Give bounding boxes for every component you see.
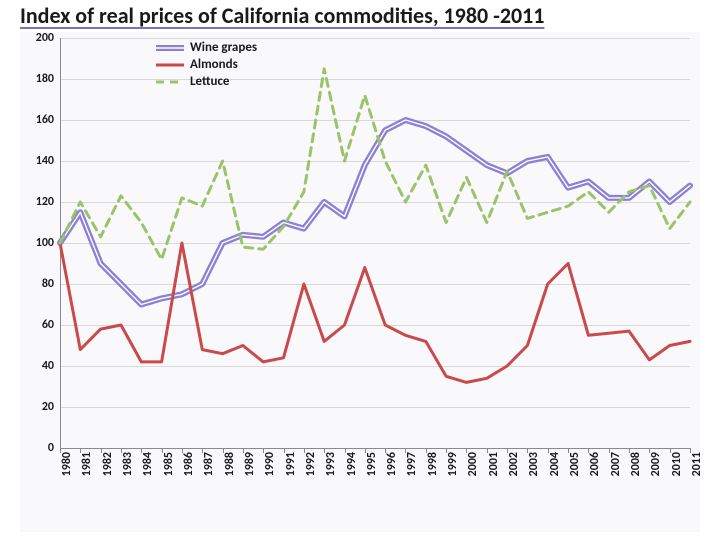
x-tick-label: 2000 xyxy=(466,452,480,476)
legend-label: Almonds xyxy=(190,57,238,74)
y-tick-label: 140 xyxy=(36,154,60,168)
x-tick-label: 1989 xyxy=(243,452,257,476)
x-tick-label: 1985 xyxy=(162,452,176,476)
legend-item: Almonds xyxy=(156,57,257,74)
plot-area: 0204060801001201401601802001980198119821… xyxy=(60,38,690,448)
y-tick-label: 60 xyxy=(42,318,60,332)
legend-label: Wine grapes xyxy=(190,40,257,57)
y-tick-label: 80 xyxy=(42,277,60,291)
x-tick-label: 2007 xyxy=(609,452,623,476)
y-tick-label: 200 xyxy=(36,31,60,45)
x-tick-label: 1991 xyxy=(284,452,298,476)
x-tick-label: 1981 xyxy=(80,452,94,476)
y-tick-label: 160 xyxy=(36,113,60,127)
x-tick-label: 1993 xyxy=(324,452,338,476)
series-almonds xyxy=(60,243,690,382)
series-wine-grapes-gap xyxy=(60,120,690,305)
chart-title: Index of real prices of California commo… xyxy=(20,2,544,29)
x-tick-label: 2010 xyxy=(670,452,684,476)
x-tick-label: 1997 xyxy=(405,452,419,476)
x-tick-label: 2011 xyxy=(690,452,704,476)
series-lines xyxy=(60,38,690,448)
chart-container: 0 20 40 60 80 100 120 140 160 180 200 1980 1981 1982 1… xyxy=(20,32,700,532)
x-tick-label: 2009 xyxy=(649,452,663,476)
x-tick-label: 1983 xyxy=(121,452,135,476)
x-tick-label: 1987 xyxy=(202,452,216,476)
x-tick-label: 1999 xyxy=(446,452,460,476)
x-tick-label: 1996 xyxy=(385,452,399,476)
x-tick-label: 2001 xyxy=(487,452,501,476)
legend: Wine grapesAlmondsLettuce xyxy=(150,38,263,93)
legend-swatch xyxy=(156,75,184,89)
x-tick-label: 1995 xyxy=(365,452,379,476)
legend-swatch xyxy=(156,58,184,72)
x-tick-label: 1986 xyxy=(182,452,196,476)
y-tick-label: 100 xyxy=(36,236,60,250)
y-tick-label: 40 xyxy=(42,359,60,373)
y-tick-label: 20 xyxy=(42,400,60,414)
x-tick-label: 2005 xyxy=(568,452,582,476)
series-lettuce xyxy=(60,69,690,260)
x-tick-label: 2004 xyxy=(548,452,562,476)
x-tick-label: 1994 xyxy=(345,452,359,476)
x-tick-label: 1984 xyxy=(141,452,155,476)
y-tick-label: 0 xyxy=(48,441,60,455)
x-tick-label: 1988 xyxy=(223,452,237,476)
x-tick-label: 2003 xyxy=(527,452,541,476)
x-tick-label: 1992 xyxy=(304,452,318,476)
legend-label: Lettuce xyxy=(190,74,229,91)
legend-swatch xyxy=(156,41,184,55)
legend-item: Lettuce xyxy=(156,74,257,91)
x-tick-label: 1990 xyxy=(263,452,277,476)
y-tick-label: 120 xyxy=(36,195,60,209)
x-tick-label: 1998 xyxy=(426,452,440,476)
x-tick-label: 1982 xyxy=(101,452,115,476)
x-tick-label: 1980 xyxy=(60,452,74,476)
x-tick-label: 2002 xyxy=(507,452,521,476)
legend-item: Wine grapes xyxy=(156,40,257,57)
gridline xyxy=(60,448,690,449)
y-tick-label: 180 xyxy=(36,72,60,86)
x-tick-label: 2008 xyxy=(629,452,643,476)
x-tick-label: 2006 xyxy=(588,452,602,476)
